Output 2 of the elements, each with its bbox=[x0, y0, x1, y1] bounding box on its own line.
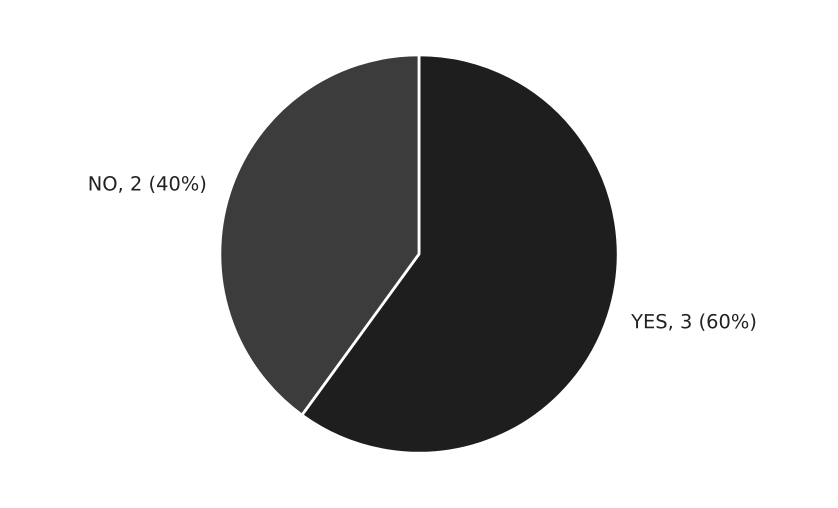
slice-label: YES, 3 (60%) bbox=[631, 314, 756, 331]
slice-label: NO, 2 (40%) bbox=[90, 176, 206, 194]
